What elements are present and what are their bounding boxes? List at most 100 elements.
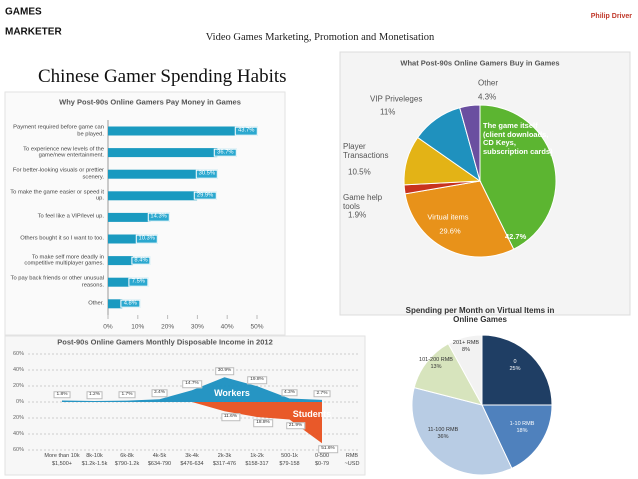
x-tick-label: $634-790 xyxy=(147,460,172,467)
data-label: 19.8% xyxy=(247,376,267,384)
data-label: 25% xyxy=(509,365,521,372)
data-label: 4.3% xyxy=(478,92,497,102)
slice-label: Virtual items xyxy=(427,212,469,222)
data-label: 4.3% xyxy=(281,388,298,397)
slice-label: Game help tools xyxy=(343,192,383,211)
x-tick-label: $158-317 xyxy=(245,460,269,467)
x-tick-label: $79-158 xyxy=(279,460,300,467)
pie-slice xyxy=(411,386,513,476)
y-tick-label: To experience new levels of the game/new… xyxy=(23,145,104,159)
chart-title: Spending per Month on Virtual Items in O… xyxy=(405,305,555,324)
slice-label: Player Transactions xyxy=(343,141,389,160)
bar xyxy=(108,212,151,222)
slice-label: VIP Priveleges xyxy=(370,94,423,104)
x-unit: ~USD xyxy=(344,460,360,467)
data-label: 8.4% xyxy=(131,256,151,265)
data-label: 3.4% xyxy=(151,389,168,398)
slice-label: Other xyxy=(478,78,499,88)
bar xyxy=(108,126,239,136)
slice-label: The game itself (client downloads, CD Ke… xyxy=(483,121,553,156)
area xyxy=(62,402,322,444)
header-title: Video Games Marketing, Promotion and Mon… xyxy=(205,31,435,43)
data-label: 1.2% xyxy=(86,391,103,399)
x-tick-label: $476-634 xyxy=(180,460,204,467)
y-tick-label: Others bought it so I want to too. xyxy=(20,235,104,242)
bar xyxy=(108,299,123,309)
data-label: 21.9% xyxy=(285,421,306,430)
slide-title: Chinese Gamer Spending Habits xyxy=(38,66,287,88)
area xyxy=(62,377,322,402)
y-tick-label: To make the game easier or speed it up. xyxy=(10,189,104,202)
data-label: 8% xyxy=(462,346,470,353)
data-label: 14.3% xyxy=(147,213,170,222)
x-tick-label: 0-500 xyxy=(314,452,330,459)
y-tick-label: Payment required before game can be play… xyxy=(13,124,104,137)
slice-label: 1-10 RMB xyxy=(509,420,535,427)
x-tick-label: $0-79 xyxy=(314,460,330,467)
x-tick-label: 30% xyxy=(190,323,204,331)
x-tick-label: 1k-2k xyxy=(250,452,264,459)
x-tick-label: More than 10k xyxy=(44,452,80,459)
y-tick-label: 60% xyxy=(12,350,24,357)
data-label: 30.9% xyxy=(214,367,235,376)
x-tick-label: 3k-4k xyxy=(185,452,199,459)
data-label: 4.8% xyxy=(120,299,140,309)
bar xyxy=(108,277,131,287)
y-tick-label: To feel like a VIP/level up. xyxy=(37,214,104,221)
y-tick-label: 20% xyxy=(12,414,24,421)
slice-label: 101-200 RMB xyxy=(419,356,453,363)
pie-slice xyxy=(479,104,557,250)
series-label: Workers xyxy=(214,387,250,398)
pie-slice xyxy=(481,404,553,470)
x-tick-label: 20% xyxy=(161,323,175,331)
data-label: 1.7% xyxy=(118,390,136,399)
chart-title: Post-90s Online Gamers Monthly Disposabl… xyxy=(57,337,273,347)
y-tick-label: Other. xyxy=(88,300,104,307)
bar xyxy=(108,169,199,179)
pie-slice xyxy=(447,334,483,406)
x-tick-label: $790-1.2k xyxy=(114,460,140,467)
data-label: 10.3% xyxy=(135,234,158,244)
x-unit: RMB xyxy=(345,452,359,459)
data-label: 42.7% xyxy=(505,232,527,241)
series-label: Students xyxy=(292,408,332,419)
logo: GAMES xyxy=(5,6,42,18)
data-label: 11.6% xyxy=(220,413,241,422)
author: Philip Driver xyxy=(590,12,632,20)
data-label: 10.5% xyxy=(348,167,371,177)
slice-label: 201+ RMB xyxy=(452,339,480,346)
chart-title: What Post-90s Online Gamers Buy in Games xyxy=(400,58,560,68)
x-tick-label: $1,500+ xyxy=(51,460,73,467)
data-label: 14.7% xyxy=(182,380,202,388)
data-label: 13% xyxy=(430,363,442,370)
bar xyxy=(108,234,139,244)
x-tick-label: $317-476 xyxy=(212,460,237,467)
pie-slice xyxy=(413,342,483,406)
y-tick-label: To pay back friends or other unusual rea… xyxy=(10,275,104,289)
data-label: 29.6% xyxy=(439,226,461,236)
data-label: 18.8% xyxy=(253,419,273,427)
y-tick-label: To make self more deadly in competitive … xyxy=(24,253,104,267)
data-label: 30.5% xyxy=(195,169,219,179)
x-tick-label: 10% xyxy=(131,323,145,331)
data-label: 36% xyxy=(437,433,449,440)
x-tick-label: 8k-10k xyxy=(86,452,103,459)
x-tick-label: 2k-3k xyxy=(217,452,232,459)
data-label: 29.9% xyxy=(193,191,217,201)
data-label: 7.5% xyxy=(128,277,148,287)
pie-slice xyxy=(459,104,481,182)
logo: MARKETER xyxy=(5,26,62,38)
slice-label: 0 xyxy=(513,358,517,365)
x-tick-label: $1.2k-1.5k xyxy=(81,460,108,467)
x-tick-label: 0% xyxy=(103,323,113,331)
x-tick-label: 40% xyxy=(220,323,234,331)
x-tick-label: 6k-8k xyxy=(120,452,134,459)
y-tick-label: For better-looking visuals or prettier s… xyxy=(12,167,104,181)
data-label: 51.6% xyxy=(318,445,338,454)
y-tick-label: 0% xyxy=(16,398,24,405)
x-tick-label: 500-1k xyxy=(281,452,298,459)
data-label: 43.7% xyxy=(235,126,258,136)
y-tick-label: 40% xyxy=(12,366,24,373)
bar xyxy=(108,148,218,158)
